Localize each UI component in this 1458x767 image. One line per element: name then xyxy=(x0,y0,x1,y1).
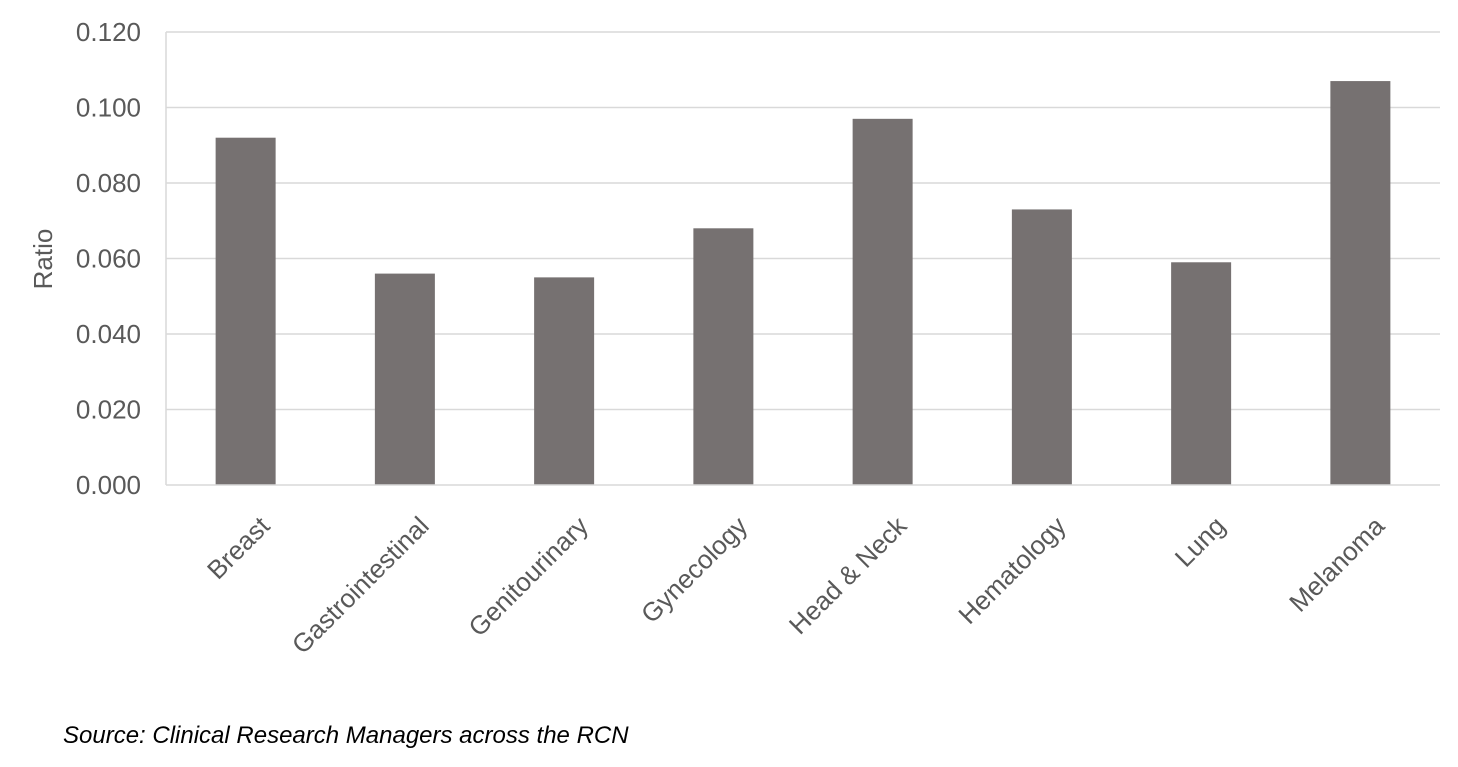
x-tick-label: Gynecology xyxy=(635,511,753,629)
y-tick-label: 0.020 xyxy=(76,395,141,425)
bar-breast xyxy=(215,137,276,485)
bar-head-neck xyxy=(852,118,913,485)
y-tick-label: 0.120 xyxy=(76,17,141,47)
y-tick-label: 0.100 xyxy=(76,93,141,123)
gridlines xyxy=(165,31,1440,485)
source-note: Source: Clinical Research Managers acros… xyxy=(63,722,629,749)
y-tick-label: 0.080 xyxy=(76,168,141,198)
bar-melanoma xyxy=(1330,81,1391,485)
bar-genitourinary xyxy=(534,277,595,485)
bar-gynecology xyxy=(693,228,754,486)
x-tick-label: Lung xyxy=(1169,511,1231,573)
x-tick-label: Head & Neck xyxy=(783,510,913,640)
bar-gastrointestinal xyxy=(374,273,435,485)
x-tick-label: Hematology xyxy=(952,511,1071,630)
x-axis-category-labels: Breast Gastrointestinal Genitourinary Gynec… xyxy=(201,510,1390,660)
x-tick-label: Melanoma xyxy=(1283,510,1390,617)
x-tick-label: Breast xyxy=(201,510,276,585)
x-tick-label: Gastrointestinal xyxy=(286,511,435,660)
y-tick-label: 0.000 xyxy=(76,470,141,500)
y-axis-tick-labels: 0.000 0.020 0.040 0.060 0.080 0.100 0.120 xyxy=(76,17,141,500)
bar-lung xyxy=(1171,262,1232,485)
y-tick-label: 0.060 xyxy=(76,244,141,274)
y-tick-label: 0.040 xyxy=(76,319,141,349)
bar-hematology xyxy=(1011,209,1072,486)
bars xyxy=(215,81,1391,486)
x-tick-label: Genitourinary xyxy=(462,511,594,643)
y-axis-title: Ratio xyxy=(28,229,58,290)
